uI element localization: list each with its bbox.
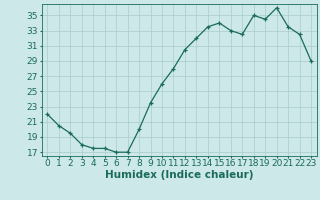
X-axis label: Humidex (Indice chaleur): Humidex (Indice chaleur): [105, 170, 253, 180]
